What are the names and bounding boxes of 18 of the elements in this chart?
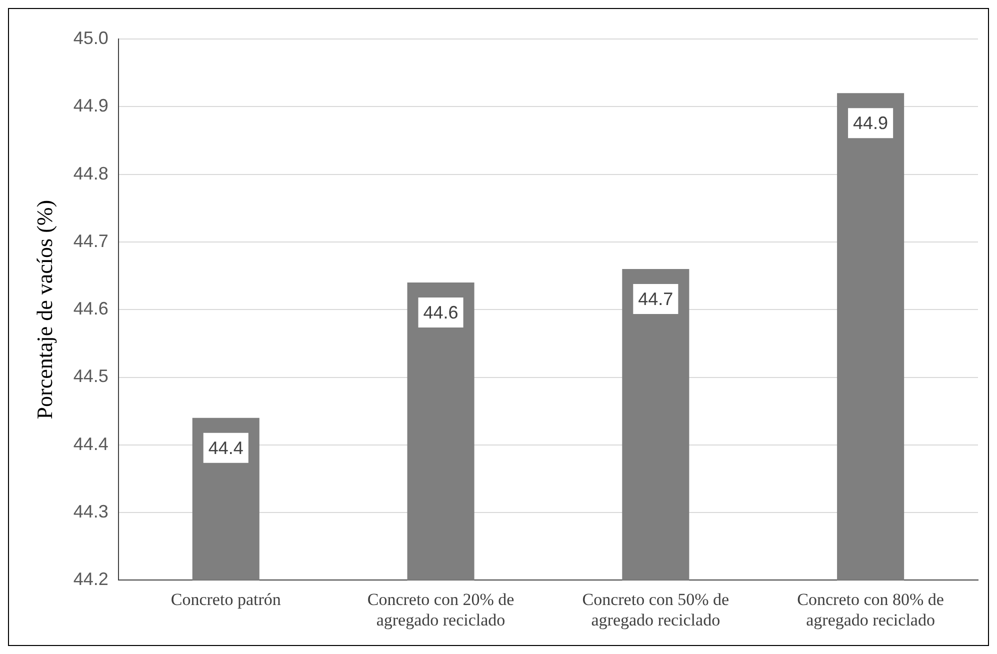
x-tick-label: Concreto con 80% de agregado reciclado	[797, 590, 944, 630]
data-label: 44.4	[208, 438, 244, 458]
y-tick-label: 44.7	[73, 230, 108, 251]
y-tick-label: 44.2	[73, 569, 108, 590]
data-label: 44.6	[423, 302, 458, 323]
y-tick-label: 44.5	[73, 366, 108, 386]
x-tick-label: Concreto con 50% de agregado reciclado	[582, 590, 730, 630]
x-tick-label: Concreto con 20% de agregado reciclado	[367, 590, 514, 630]
y-tick-label: 44.3	[73, 502, 108, 522]
y-tick-label: 44.6	[73, 298, 108, 319]
y-tick-label: 44.8	[73, 163, 108, 184]
data-label: 44.7	[638, 288, 674, 309]
y-tick-label: 45.0	[73, 28, 108, 48]
y-tick-label: 44.4	[73, 434, 108, 454]
y-tick-label: 44.9	[73, 96, 108, 116]
x-tick-label: Concreto patrón	[170, 590, 282, 609]
data-label: 44.9	[853, 113, 888, 134]
y-axis-title: Porcentaje de vacíos (%)	[32, 200, 57, 420]
